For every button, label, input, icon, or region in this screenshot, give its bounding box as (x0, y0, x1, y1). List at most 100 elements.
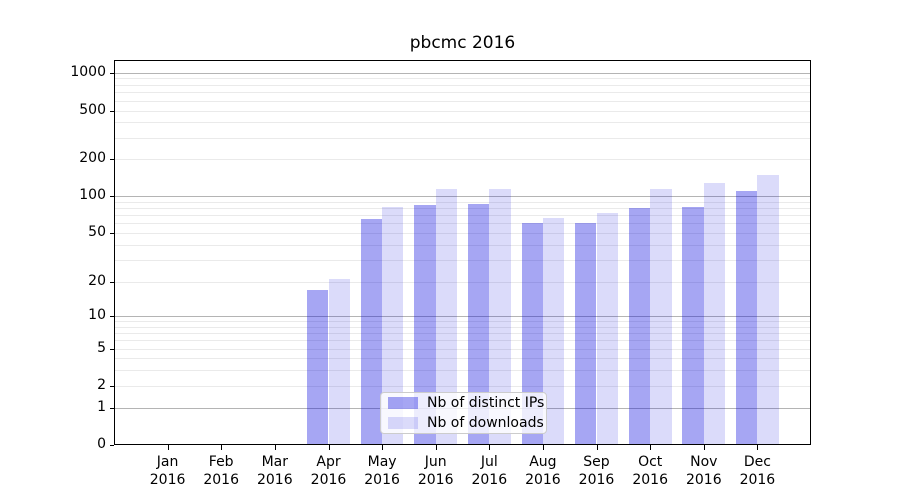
minor-gridline (114, 207, 811, 209)
x-tick-year: 2016 (685, 472, 722, 489)
legend: Nb of distinct IPs Nb of downloads (380, 392, 547, 434)
x-tick-month: Jul (480, 454, 498, 470)
x-tick (328, 445, 330, 450)
plot-area (114, 60, 811, 445)
x-tick-year: 2016 (364, 472, 400, 489)
bar-downloads (596, 212, 618, 445)
y-tick-label: 1000 (70, 63, 106, 80)
x-tick-year: 2016 (149, 472, 186, 489)
y-tick (110, 445, 114, 446)
x-tick (650, 445, 652, 450)
y-tick-label: 20 (88, 273, 106, 289)
x-tick-label: Jan 2016 (136, 453, 200, 489)
x-tick-month: Jun (424, 454, 447, 470)
legend-label-downloads: Nb of downloads (427, 415, 544, 431)
x-tick (435, 445, 437, 450)
y-tick-label: 500 (79, 101, 106, 118)
x-tick-month: Oct (638, 454, 663, 470)
y-tick (110, 72, 114, 74)
x-tick (167, 445, 169, 450)
y-tick (110, 232, 114, 234)
x-tick-year: 2016 (525, 472, 561, 489)
x-tick-year: 2016 (471, 472, 508, 489)
x-tick-label: Jul 2016 (457, 453, 521, 489)
y-tick (110, 408, 114, 409)
x-tick-year: 2016 (256, 472, 293, 489)
minor-gridline (114, 332, 811, 334)
y-tick (110, 349, 114, 350)
y-tick-label: 2 (97, 377, 106, 393)
y-tick-label: 50 (88, 223, 106, 240)
x-tick-year: 2016 (310, 472, 347, 489)
x-tick-label: Oct 2016 (618, 453, 682, 489)
y-tick (110, 196, 114, 197)
x-tick (221, 445, 223, 450)
x-tick-label: Apr 2016 (297, 453, 361, 489)
minor-gridline (114, 201, 811, 203)
minor-gridline (114, 232, 811, 234)
minor-gridline (114, 159, 811, 160)
minor-gridline (114, 340, 811, 342)
legend-label-distinct-ips: Nb of distinct IPs (427, 395, 545, 411)
bar-downloads (757, 175, 779, 445)
minor-gridline (114, 84, 811, 86)
chart-title: pbcmc 2016 (409, 33, 516, 53)
x-tick-label: Aug 2016 (511, 453, 575, 489)
minor-gridline (114, 100, 811, 102)
minor-gridline (114, 260, 811, 262)
y-tick-label: 200 (79, 150, 106, 166)
x-tick (489, 445, 491, 450)
y-tick-label: 100 (79, 187, 106, 203)
minor-gridline (114, 244, 811, 246)
bar-distinct-ips (467, 203, 490, 445)
x-tick (382, 445, 384, 450)
y-tick-label: 0 (97, 436, 106, 452)
x-tick-month: Aug (529, 454, 557, 470)
x-tick-label: Jun 2016 (404, 453, 468, 489)
bar-distinct-ips (307, 290, 329, 445)
bar-downloads (542, 217, 565, 445)
x-tick-year: 2016 (632, 472, 668, 489)
major-gridline (114, 196, 811, 197)
x-tick-label: Mar 2016 (243, 453, 307, 489)
minor-gridline (114, 137, 811, 139)
minor-gridline (114, 349, 811, 350)
bar-downloads (328, 279, 350, 445)
x-tick-year: 2016 (203, 472, 239, 489)
minor-gridline (114, 369, 811, 371)
y-tick-label: 10 (88, 307, 106, 323)
x-tick-label: Feb 2016 (189, 453, 253, 489)
y-tick (110, 110, 114, 112)
x-tick-label: Nov 2016 (672, 453, 736, 489)
bar-distinct-ips (414, 205, 436, 445)
bar-distinct-ips (521, 222, 543, 445)
x-tick (596, 445, 598, 450)
legend-swatch-distinct-ips (388, 397, 418, 409)
x-tick-year: 2016 (417, 472, 454, 489)
minor-gridline (114, 386, 811, 387)
legend-swatch-downloads (388, 417, 418, 429)
x-tick-label: May 2016 (350, 453, 414, 489)
x-tick-month: Sep (583, 454, 610, 470)
bar-downloads (703, 183, 726, 445)
y-tick (110, 386, 114, 387)
y-tick (110, 316, 114, 317)
y-tick-label: 5 (97, 340, 106, 356)
major-gridline (114, 72, 811, 74)
x-tick-month: Feb (208, 454, 234, 470)
minor-gridline (114, 321, 811, 323)
x-tick-label: Dec 2016 (725, 453, 789, 489)
bar-downloads (489, 188, 511, 445)
legend-entry-distinct-ips: Nb of distinct IPs (388, 395, 544, 411)
bar-downloads (382, 207, 404, 445)
bar-downloads (650, 188, 672, 445)
major-gridline (114, 316, 811, 317)
bar-distinct-ips (575, 222, 597, 445)
x-tick-month: Apr (316, 454, 341, 470)
x-tick-month: Jan (156, 454, 179, 470)
x-tick-year: 2016 (739, 472, 776, 489)
legend-entry-downloads: Nb of downloads (388, 415, 544, 431)
x-tick-month: Dec (743, 454, 771, 470)
x-tick (703, 445, 705, 450)
minor-gridline (114, 222, 811, 224)
